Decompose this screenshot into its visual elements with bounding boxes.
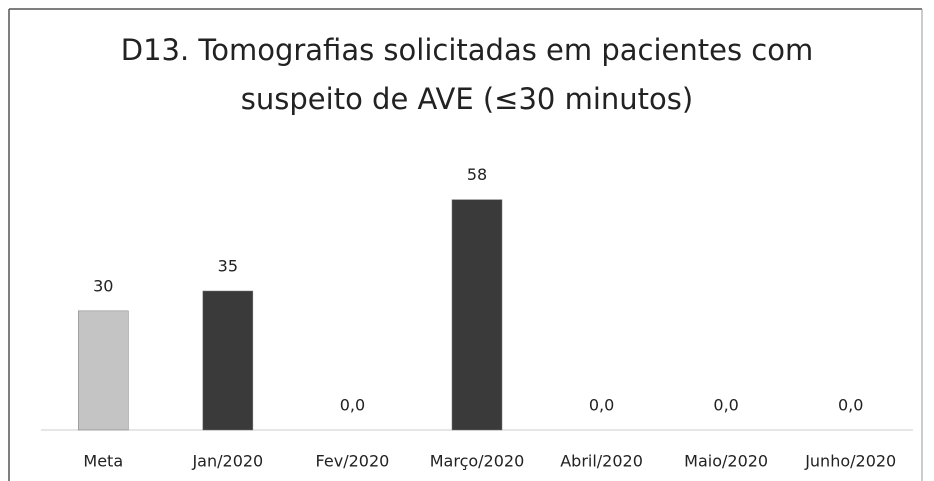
x-tick-label: Abril/2020: [560, 452, 643, 471]
bar: [78, 310, 129, 431]
x-tick-label: Junho/2020: [804, 452, 896, 471]
x-tick-label: Jan/2020: [191, 452, 263, 471]
bar: [202, 290, 254, 431]
data-label: 0,0: [340, 396, 365, 415]
chart-title: D13. Tomografias solicitadas em paciente…: [121, 33, 813, 67]
x-tick-label: Meta: [83, 452, 123, 471]
data-label: 58: [467, 165, 487, 184]
data-label: 35: [218, 257, 238, 276]
data-label: 0,0: [713, 396, 738, 415]
x-tick-label: Fev/2020: [316, 452, 390, 471]
data-label: 0,0: [838, 396, 863, 415]
x-tick-label: Maio/2020: [684, 452, 768, 471]
chart-title: suspeito de AVE (≤30 minutos): [241, 82, 693, 116]
bar: [451, 199, 503, 431]
x-tick-label: Março/2020: [430, 452, 525, 471]
data-label: 0,0: [589, 396, 614, 415]
data-label: 30: [93, 276, 113, 295]
